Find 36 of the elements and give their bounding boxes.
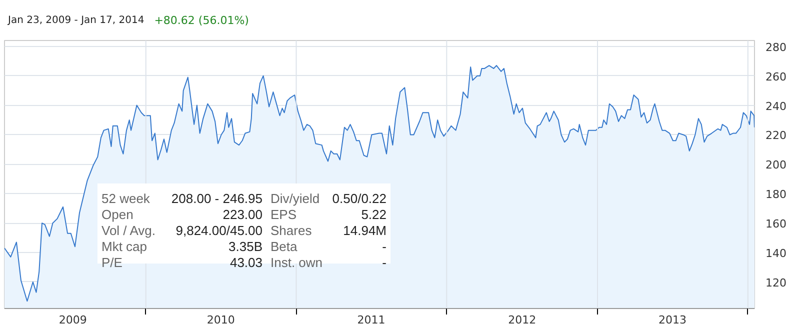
- annotation: Shares: [270, 223, 312, 238]
- annotation: 223.00: [222, 207, 263, 222]
- annotation: 0.50/0.22: [332, 191, 387, 206]
- chart-title: Jan 23, 2009 - Jan 17, 2014: [8, 14, 144, 28]
- annotation: 5.22: [361, 207, 387, 222]
- y-tick-label: 120: [766, 276, 786, 290]
- y-tick-label: 180: [766, 188, 786, 202]
- annotation: P/E: [102, 255, 123, 270]
- y-tick-label: 200: [766, 158, 786, 172]
- y-tick-label: 240: [766, 100, 786, 113]
- annotation: EPS: [270, 207, 297, 222]
- annotation: Beta: [270, 239, 298, 254]
- y-tick-label: 260: [766, 70, 786, 84]
- annotation: Vol / Avg.: [102, 223, 156, 238]
- y-tick-label: 140: [766, 247, 786, 260]
- x-tick-label: 2011: [357, 314, 386, 326]
- annotation: -: [382, 239, 387, 254]
- y-tick-label: 220: [766, 129, 786, 142]
- x-tick-label: 2009: [58, 314, 87, 326]
- annotation: -: [382, 255, 387, 270]
- annotation: Inst. own: [270, 255, 323, 270]
- chart-subtitle: +80.62 (56.01%): [154, 13, 249, 29]
- annotation: Div/yield: [270, 191, 320, 206]
- x-tick-label: 2013: [658, 314, 686, 326]
- annotation: 14.94M: [343, 223, 387, 238]
- y-tick-label: 160: [766, 218, 786, 231]
- x-tick-label: 2010: [206, 314, 235, 326]
- annotation: 3.35B: [228, 239, 263, 254]
- y-tick-label: 280: [766, 40, 786, 54]
- annotation: 52 week: [102, 191, 150, 206]
- annotation: Mkt cap: [102, 239, 148, 254]
- annotation: 43.03: [230, 255, 263, 270]
- annotation: Open: [102, 207, 134, 222]
- x-tick-label: 2012: [508, 314, 536, 326]
- annotation: 9,824.00/45.00: [176, 223, 263, 238]
- annotation: 208.00 - 246.95: [171, 191, 262, 206]
